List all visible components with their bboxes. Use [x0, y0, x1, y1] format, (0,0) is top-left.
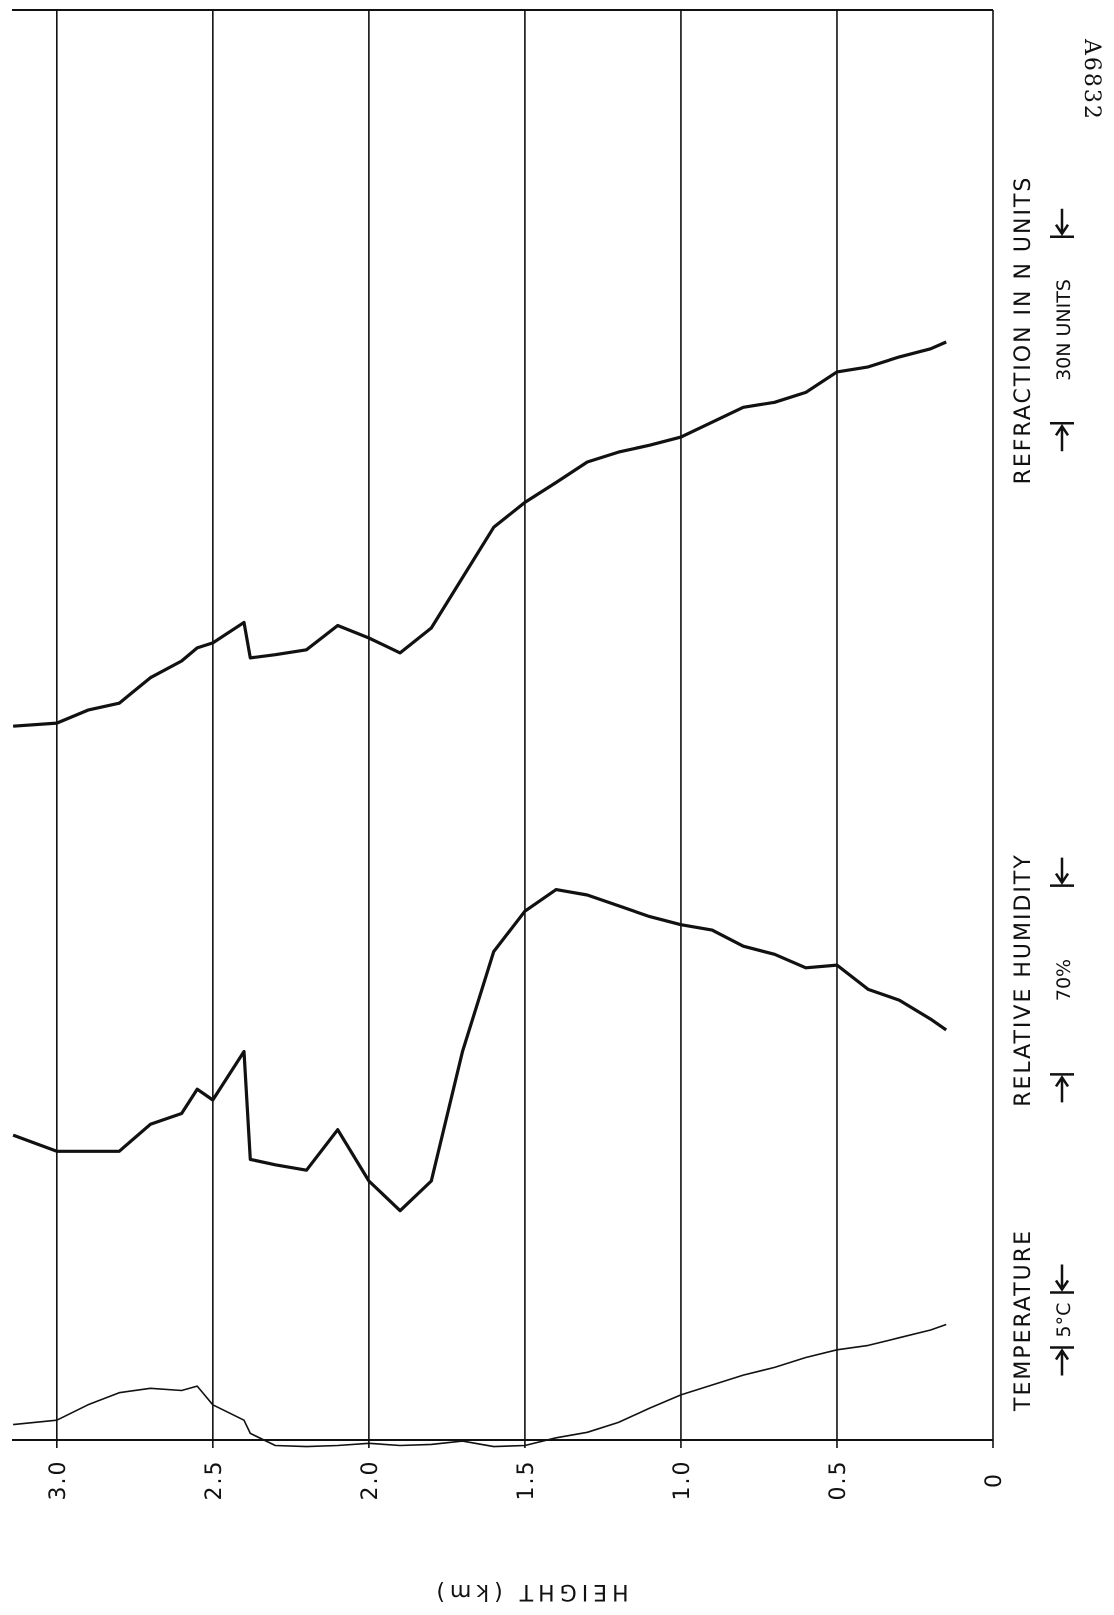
series-label: TEMPERATURE — [1011, 1229, 1036, 1412]
profile-line — [13, 1323, 947, 1448]
scale-label: 30N UNITS — [1053, 279, 1075, 381]
x-axis-label: HEIGHT (km) — [431, 1579, 628, 1604]
x-tick-label: 0.5 — [826, 1460, 851, 1501]
series-label: RELATIVE HUMIDITY — [1011, 853, 1036, 1107]
profile-line — [12, 888, 948, 1213]
annotation: A6832 — [1079, 38, 1104, 121]
scale-arrow — [1054, 857, 1070, 885]
x-tick-label: 1.5 — [514, 1460, 539, 1501]
series-label: REFRACTION IN N UNITS — [1011, 176, 1036, 485]
x-tick-label: 0 — [982, 1472, 1007, 1488]
scale-arrow — [1054, 208, 1070, 236]
scale-label: 5°C — [1053, 1303, 1075, 1338]
x-tick-label: 1.0 — [670, 1460, 695, 1501]
scale-arrow — [1054, 424, 1070, 452]
scale-label: 70% — [1053, 959, 1075, 1001]
profile-line — [12, 340, 947, 728]
x-tick-label: 2.5 — [202, 1460, 227, 1501]
x-tick-label: 3.0 — [46, 1460, 71, 1501]
scale-arrow — [1054, 1075, 1070, 1103]
scale-arrow — [1054, 1348, 1070, 1376]
scale-arrow — [1054, 1264, 1070, 1292]
x-tick-label: 2.0 — [358, 1460, 383, 1501]
